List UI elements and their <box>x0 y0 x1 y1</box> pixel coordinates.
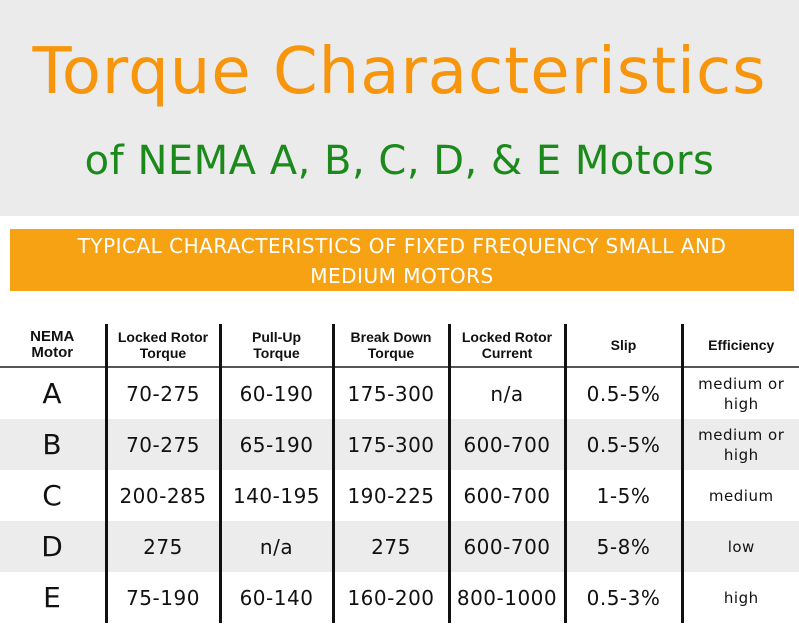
slip-cell: 5-8% <box>563 521 682 572</box>
break-down-torque-cell: 275 <box>331 521 449 572</box>
table-row: E 75-190 60-140 160-200 800-1000 0.5-3% … <box>0 572 799 623</box>
column-header-break-down-torque: Break Down Torque <box>331 324 449 367</box>
efficiency-cell: high <box>680 572 799 623</box>
slip-cell: 0.5-3% <box>563 572 682 623</box>
column-header-nema-motor: NEMA Motor <box>0 324 106 367</box>
efficiency-cell: medium or high <box>680 366 799 419</box>
table-row: B 70-275 65-190 175-300 600-700 0.5-5% m… <box>0 419 799 470</box>
header-row: NEMA Motor Locked Rotor Torque Pull-Up Torq… <box>0 324 799 367</box>
break-down-torque-cell: 175-300 <box>331 419 449 470</box>
efficiency-cell: low <box>680 521 799 572</box>
column-header-locked-rotor-current: Locked Rotor Current <box>447 324 565 367</box>
pull-up-torque-cell: n/a <box>218 521 333 572</box>
break-down-torque-cell: 160-200 <box>331 572 449 623</box>
table-row: D 275 n/a 275 600-700 5-8% low <box>0 521 799 572</box>
column-header-slip: Slip <box>563 324 682 367</box>
locked-rotor-current-cell: 800-1000 <box>447 572 565 623</box>
pull-up-torque-cell: 60-140 <box>218 572 333 623</box>
locked-rotor-torque-cell: 70-275 <box>104 366 220 419</box>
section-banner: TYPICAL CHARACTERISTICS OF FIXED FREQUEN… <box>10 229 794 291</box>
column-header-locked-rotor-torque: Locked Rotor Torque <box>104 324 220 367</box>
efficiency-cell: medium or high <box>680 419 799 470</box>
nema-design-cell: D <box>0 521 106 572</box>
slip-cell: 1-5% <box>563 470 682 521</box>
nema-design-cell: E <box>0 572 106 623</box>
slip-cell: 0.5-5% <box>563 419 682 470</box>
table-row: A 70-275 60-190 175-300 n/a 0.5-5% mediu… <box>0 366 799 419</box>
locked-rotor-torque-cell: 275 <box>104 521 220 572</box>
locked-rotor-current-cell: 600-700 <box>447 419 565 470</box>
locked-rotor-current-cell: 600-700 <box>447 470 565 521</box>
table-row: C 200-285 140-195 190-225 600-700 1-5% m… <box>0 470 799 521</box>
locked-rotor-current-cell: 600-700 <box>447 521 565 572</box>
pull-up-torque-cell: 65-190 <box>218 419 333 470</box>
locked-rotor-current-cell: n/a <box>447 366 565 419</box>
page-subtitle: of NEMA A, B, C, D, & E Motors <box>84 138 715 184</box>
column-header-pull-up-torque: Pull-Up Torque <box>218 324 333 367</box>
locked-rotor-torque-cell: 200-285 <box>104 470 220 521</box>
characteristics-table: NEMA Motor Locked Rotor Torque Pull-Up Torq… <box>0 324 799 623</box>
banner-line-2: MEDIUM MOTORS <box>310 264 494 288</box>
column-header-efficiency: Efficiency <box>680 324 799 367</box>
pull-up-torque-cell: 140-195 <box>218 470 333 521</box>
nema-design-cell: C <box>0 470 106 521</box>
banner-line-1: TYPICAL CHARACTERISTICS OF FIXED FREQUEN… <box>77 234 727 258</box>
locked-rotor-torque-cell: 70-275 <box>104 419 220 470</box>
break-down-torque-cell: 175-300 <box>331 366 449 419</box>
efficiency-cell: medium <box>680 470 799 521</box>
content-panel: TYPICAL CHARACTERISTICS OF FIXED FREQUEN… <box>0 216 799 631</box>
nema-design-cell: A <box>0 366 106 419</box>
nema-design-cell: B <box>0 419 106 470</box>
pull-up-torque-cell: 60-190 <box>218 366 333 419</box>
slip-cell: 0.5-5% <box>563 366 682 419</box>
page-title: Torque Characteristics <box>32 35 767 109</box>
break-down-torque-cell: 190-225 <box>331 470 449 521</box>
locked-rotor-torque-cell: 75-190 <box>104 572 220 623</box>
header: Torque Characteristics of NEMA A, B, C, … <box>0 0 799 202</box>
